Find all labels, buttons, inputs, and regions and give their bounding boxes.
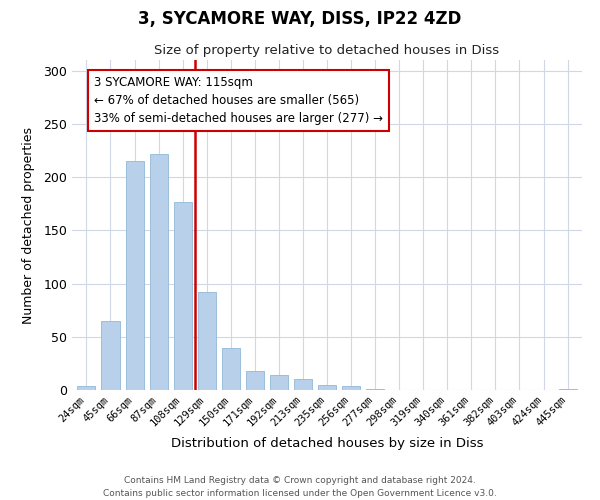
Bar: [246, 371, 264, 390]
Bar: [342, 386, 360, 390]
X-axis label: Distribution of detached houses by size in Diss: Distribution of detached houses by size …: [171, 437, 483, 450]
Bar: [366, 389, 384, 390]
Bar: [197, 292, 216, 390]
Text: 3, SYCAMORE WAY, DISS, IP22 4ZD: 3, SYCAMORE WAY, DISS, IP22 4ZD: [139, 10, 461, 28]
Bar: [222, 348, 240, 390]
Bar: [173, 202, 191, 390]
Bar: [270, 375, 288, 390]
Text: Contains HM Land Registry data © Crown copyright and database right 2024.
Contai: Contains HM Land Registry data © Crown c…: [103, 476, 497, 498]
Bar: [149, 154, 167, 390]
Bar: [77, 386, 95, 390]
Y-axis label: Number of detached properties: Number of detached properties: [22, 126, 35, 324]
Bar: [125, 161, 143, 390]
Bar: [559, 389, 577, 390]
Bar: [101, 321, 119, 390]
Bar: [318, 384, 336, 390]
Title: Size of property relative to detached houses in Diss: Size of property relative to detached ho…: [154, 44, 500, 58]
Text: 3 SYCAMORE WAY: 115sqm
← 67% of detached houses are smaller (565)
33% of semi-de: 3 SYCAMORE WAY: 115sqm ← 67% of detached…: [94, 76, 383, 125]
Bar: [294, 380, 312, 390]
